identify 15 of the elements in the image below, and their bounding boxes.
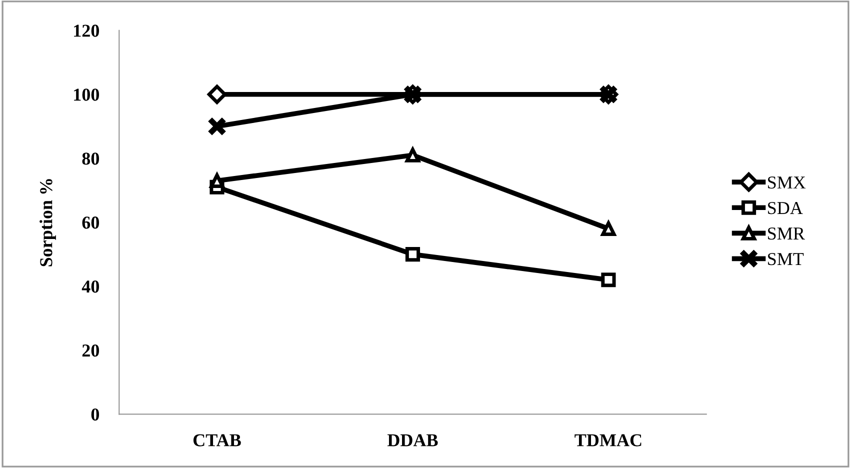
y-tick-label: 20 [82,344,100,357]
y-tick-label: 80 [82,152,100,165]
y-tick-label: 40 [82,280,100,293]
x-tick-label: TDMAC [574,434,642,446]
y-tick-label: 60 [82,216,100,229]
legend-label: SMR [768,227,805,240]
legend-label: SMX [768,176,806,189]
x-tick-label: DDAB [387,434,438,446]
y-tick-label: 120 [74,24,100,37]
y-axis-title: Sorption % [40,179,56,266]
legend-label: SMT [768,253,804,266]
y-tick-label: 100 [74,88,100,101]
x-tick-label: CTAB [193,434,241,446]
y-tick-label: 0 [91,408,100,421]
legend-label: SDA [768,202,803,214]
